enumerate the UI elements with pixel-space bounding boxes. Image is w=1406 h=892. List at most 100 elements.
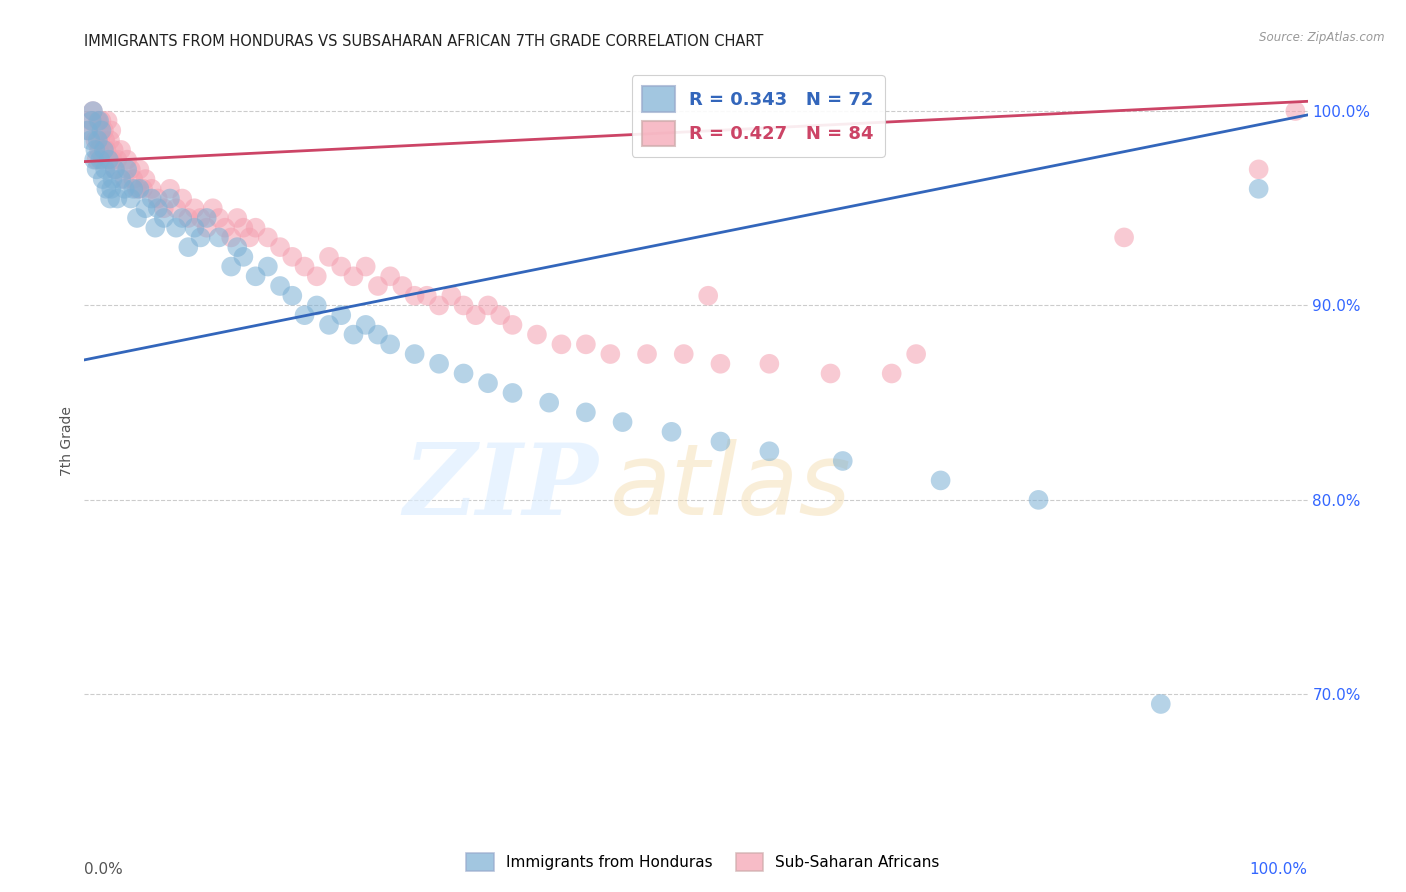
Point <box>97 153 120 167</box>
Point <box>330 308 353 322</box>
Point <box>87 113 110 128</box>
Point <box>190 230 212 244</box>
Point <box>115 153 138 167</box>
Point <box>427 298 450 312</box>
Point <box>93 143 115 157</box>
Point <box>440 289 463 303</box>
Point <box>219 230 242 244</box>
Point <box>120 192 142 206</box>
Point <box>135 201 157 215</box>
Point <box>110 172 132 186</box>
Point <box>93 123 115 137</box>
Point <box>354 318 377 332</box>
Point <box>599 347 621 361</box>
Point <box>1150 697 1173 711</box>
Point <box>281 289 304 303</box>
Point <box>1247 162 1270 177</box>
Point <box>86 153 108 167</box>
Point <box>122 172 145 186</box>
Point <box>177 240 200 254</box>
Point <box>97 113 120 128</box>
Point <box>105 192 128 206</box>
Point <box>115 162 138 177</box>
Point <box>1028 492 1050 507</box>
Point <box>1114 230 1136 244</box>
Point <box>245 220 267 235</box>
Point <box>489 308 512 322</box>
Point <box>820 367 842 381</box>
Point <box>269 240 291 254</box>
Point <box>159 182 181 196</box>
Point <box>354 260 377 274</box>
Point <box>165 220 187 235</box>
Point <box>464 308 486 322</box>
Point <box>100 182 122 196</box>
Point <box>404 347 426 361</box>
Point <box>120 162 142 177</box>
Point <box>87 113 110 128</box>
Point <box>153 201 176 215</box>
Point <box>269 279 291 293</box>
Point <box>238 230 260 244</box>
Point <box>758 444 780 458</box>
Text: ZIP: ZIP <box>404 439 598 535</box>
Point <box>380 337 402 351</box>
Point <box>183 201 205 215</box>
Point <box>103 143 125 157</box>
Point <box>146 192 169 206</box>
Point <box>831 454 853 468</box>
Point <box>305 269 328 284</box>
Text: Source: ZipAtlas.com: Source: ZipAtlas.com <box>1260 31 1385 45</box>
Point <box>367 279 389 293</box>
Point <box>214 220 236 235</box>
Point <box>77 123 100 137</box>
Y-axis label: 7th Grade: 7th Grade <box>60 407 75 476</box>
Point <box>929 474 952 488</box>
Point <box>177 211 200 225</box>
Point <box>141 192 163 206</box>
Point <box>318 318 340 332</box>
Point <box>526 327 548 342</box>
Point <box>342 269 364 284</box>
Point <box>105 153 128 167</box>
Point <box>114 182 136 196</box>
Point <box>90 113 112 128</box>
Point <box>114 172 136 186</box>
Text: atlas: atlas <box>610 439 852 535</box>
Point <box>125 182 148 196</box>
Point <box>132 182 155 196</box>
Point <box>294 260 316 274</box>
Text: IMMIGRANTS FROM HONDURAS VS SUBSAHARAN AFRICAN 7TH GRADE CORRELATION CHART: IMMIGRANTS FROM HONDURAS VS SUBSAHARAN A… <box>84 34 763 49</box>
Legend: R = 0.343   N = 72, R = 0.427   N = 84: R = 0.343 N = 72, R = 0.427 N = 84 <box>631 75 884 157</box>
Point <box>101 172 124 186</box>
Point <box>172 211 194 225</box>
Point <box>98 192 121 206</box>
Point <box>232 250 254 264</box>
Point <box>183 220 205 235</box>
Point <box>89 133 111 147</box>
Point <box>880 367 903 381</box>
Point <box>208 211 231 225</box>
Point <box>550 337 572 351</box>
Point <box>404 289 426 303</box>
Point <box>128 182 150 196</box>
Point <box>96 143 118 157</box>
Point <box>195 220 218 235</box>
Point <box>153 211 176 225</box>
Point <box>89 153 111 167</box>
Point <box>83 153 105 167</box>
Point <box>709 357 731 371</box>
Point <box>502 386 524 401</box>
Point <box>94 162 117 177</box>
Point <box>77 123 100 137</box>
Point <box>219 260 242 274</box>
Point <box>294 308 316 322</box>
Point <box>91 172 114 186</box>
Point <box>232 220 254 235</box>
Point <box>672 347 695 361</box>
Point <box>257 260 280 274</box>
Point <box>453 298 475 312</box>
Point <box>128 162 150 177</box>
Point <box>96 182 118 196</box>
Point <box>195 211 218 225</box>
